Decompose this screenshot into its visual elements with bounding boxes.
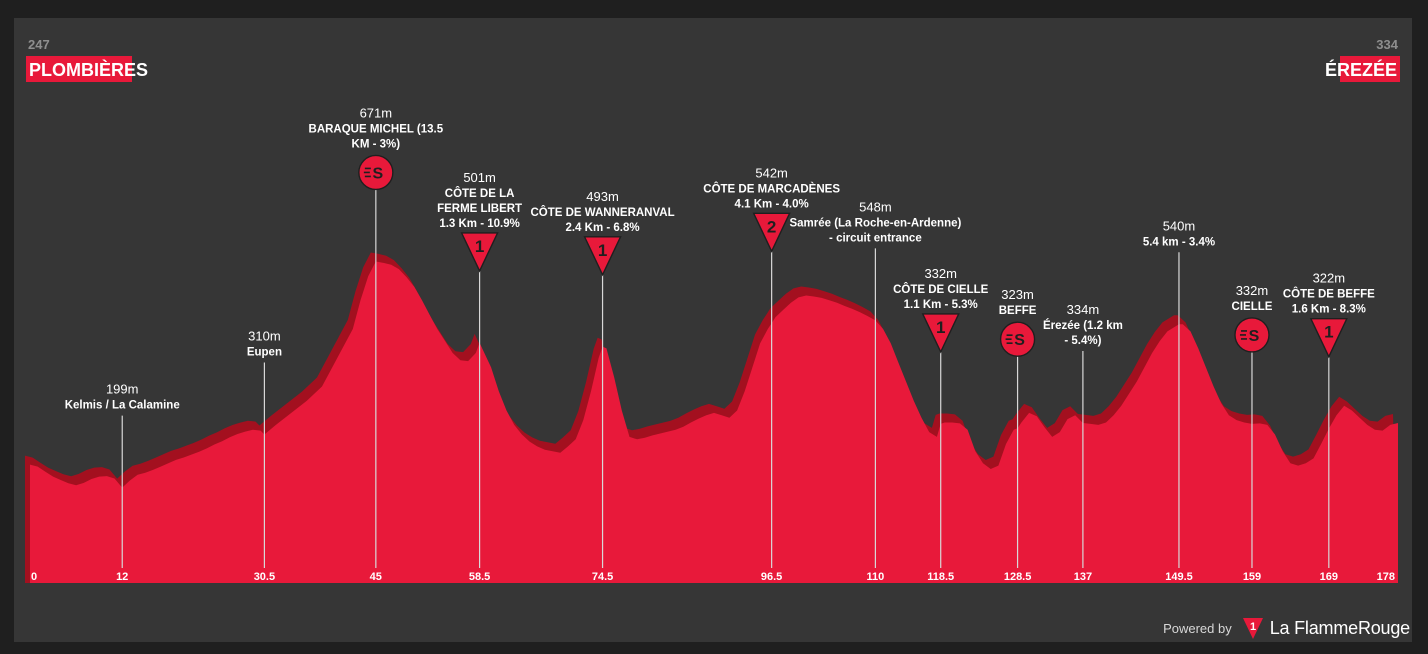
elevation-profile-chart: 247 PLOMBIÈRES 334 ÉREZÉE 0 12 30.5 45 58.5 7… bbox=[25, 37, 1400, 583]
distance-tick-label: 159 bbox=[1243, 571, 1261, 583]
point-description-line: CIELLE bbox=[1232, 301, 1273, 313]
climb-category-number: 1 bbox=[475, 237, 484, 256]
distance-tick-label: 74.5 bbox=[592, 571, 613, 583]
point-description-line: 1.3 Km - 10.9% bbox=[439, 218, 520, 230]
point-description-line: - 5.4%) bbox=[1064, 335, 1101, 347]
point-altitude-label: 501m bbox=[463, 170, 496, 185]
distance-tick-label: 118.5 bbox=[927, 571, 954, 583]
branding: Powered by 1 La FlammeRouge bbox=[1163, 616, 1410, 640]
point-altitude-label: 199m bbox=[106, 382, 139, 397]
sprint-icon bbox=[358, 154, 394, 191]
climb-category-icon bbox=[1309, 318, 1348, 359]
point-altitude-label: 334m bbox=[1067, 302, 1100, 317]
sprint-icon bbox=[999, 321, 1036, 357]
point-description-line: Eupen bbox=[247, 347, 282, 359]
point-description-line: 1.6 Km - 8.3% bbox=[1292, 304, 1366, 316]
point-altitude-label: 493m bbox=[586, 189, 619, 204]
point-description-line: Érezée (1.2 km bbox=[1043, 319, 1123, 332]
flamme-rouge-logo-glyph: 1 bbox=[1250, 621, 1256, 633]
finish-name: ÉREZÉE bbox=[1325, 59, 1397, 80]
distance-tick-label: 96.5 bbox=[761, 571, 782, 583]
point-description-line: FERME LIBERT bbox=[437, 203, 522, 215]
profile-area bbox=[25, 252, 1398, 583]
sprint-icon bbox=[1234, 317, 1270, 353]
point-description-line: Samrée (La Roche-en-Ardenne) bbox=[789, 217, 961, 229]
point-altitude-label: 548m bbox=[859, 199, 892, 214]
point-altitude-label: 332m bbox=[1236, 283, 1269, 298]
distance-tick-label: 45 bbox=[370, 571, 382, 583]
climb-category-icon bbox=[583, 236, 622, 277]
point-description-line: CÔTE DE LA bbox=[445, 187, 515, 200]
start-altitude: 247 bbox=[28, 37, 50, 52]
distance-tick-label: 58.5 bbox=[469, 571, 490, 583]
point-altitude-label: 323m bbox=[1001, 287, 1034, 302]
point-description-line: BEFFE bbox=[999, 305, 1037, 317]
point-altitude-label: 322m bbox=[1313, 271, 1346, 286]
distance-tick-label: 178 bbox=[1377, 571, 1395, 583]
point-description-line: 5.4 km - 3.4% bbox=[1143, 236, 1215, 248]
start-name-box bbox=[26, 56, 132, 82]
distance-tick-label: 128.5 bbox=[1004, 571, 1032, 583]
point-description-line: 2.4 Km - 6.8% bbox=[565, 222, 639, 234]
point-altitude-label: 540m bbox=[1163, 218, 1196, 233]
climb-category-icon bbox=[752, 212, 791, 253]
point-description-line: CÔTE DE WANNERANVAL bbox=[530, 206, 674, 219]
sprint-icon-letter: S bbox=[373, 165, 384, 182]
start-name: PLOMBIÈRES bbox=[29, 59, 148, 80]
climb-category-icon bbox=[460, 232, 499, 273]
powered-by-text: Powered by bbox=[1163, 620, 1232, 636]
point-labels: Kelmis / La Calamine 199m Eupen 310m S BARAQU… bbox=[65, 106, 1375, 412]
finish-name-box bbox=[1340, 56, 1400, 82]
point-description-line: CÔTE DE BEFFE bbox=[1283, 288, 1375, 301]
marker-lines bbox=[121, 189, 1330, 568]
sprint-speed-lines-icon bbox=[363, 167, 371, 178]
distance-tick-label: 137 bbox=[1074, 571, 1092, 583]
sprint-icon-letter: S bbox=[1249, 328, 1260, 345]
point-description-line: 1.1 Km - 5.3% bbox=[904, 299, 978, 311]
distance-tick-label: 149.5 bbox=[1165, 571, 1193, 583]
profile-frame: 247 PLOMBIÈRES 334 ÉREZÉE 0 12 30.5 45 58.5 7… bbox=[14, 18, 1412, 642]
point-description-line: 4.1 Km - 4.0% bbox=[735, 198, 809, 210]
sprint-speed-lines-icon bbox=[1239, 330, 1247, 340]
distance-tick-label: 110 bbox=[867, 571, 885, 583]
climb-category-number: 1 bbox=[1324, 323, 1333, 342]
sprint-speed-lines-icon bbox=[1005, 334, 1013, 345]
flamme-rouge-logo-icon: 1 bbox=[1242, 618, 1263, 639]
point-altitude-label: 542m bbox=[755, 165, 788, 180]
distance-tick-label: 12 bbox=[116, 571, 128, 583]
point-altitude-label: 671m bbox=[360, 106, 393, 121]
distance-tick-label: 0 bbox=[31, 571, 37, 583]
brand-name: La FlammeRouge bbox=[1269, 617, 1410, 638]
point-description-line: BARAQUE MICHEL (13.5 bbox=[309, 124, 444, 136]
climb-category-number: 1 bbox=[598, 241, 607, 260]
climb-category-number: 1 bbox=[936, 318, 945, 337]
sprint-icon-letter: S bbox=[1014, 332, 1025, 349]
finish-altitude: 334 bbox=[1376, 37, 1398, 52]
point-description-line: CÔTE DE MARCADÈNES bbox=[703, 182, 840, 195]
point-description-line: CÔTE DE CIELLE bbox=[893, 283, 989, 296]
terminal-labels: 247 PLOMBIÈRES 334 ÉREZÉE bbox=[26, 37, 1400, 82]
point-altitude-label: 332m bbox=[924, 266, 957, 281]
climb-category-number: 2 bbox=[767, 217, 776, 236]
distance-tick-label: 169 bbox=[1320, 571, 1338, 583]
climb-category-icon bbox=[921, 313, 960, 354]
distance-tick-label: 30.5 bbox=[254, 571, 275, 583]
point-description-line: - circuit entrance bbox=[829, 232, 922, 244]
point-altitude-label: 310m bbox=[248, 329, 281, 344]
point-description-line: Kelmis / La Calamine bbox=[65, 400, 180, 412]
profile-main-area bbox=[30, 261, 1398, 583]
point-description-line: KM - 3%) bbox=[352, 139, 401, 151]
distance-ticks: 0 12 30.5 45 58.5 74.5 96.5 110 118.5 128.5 137 149… bbox=[31, 571, 1395, 583]
